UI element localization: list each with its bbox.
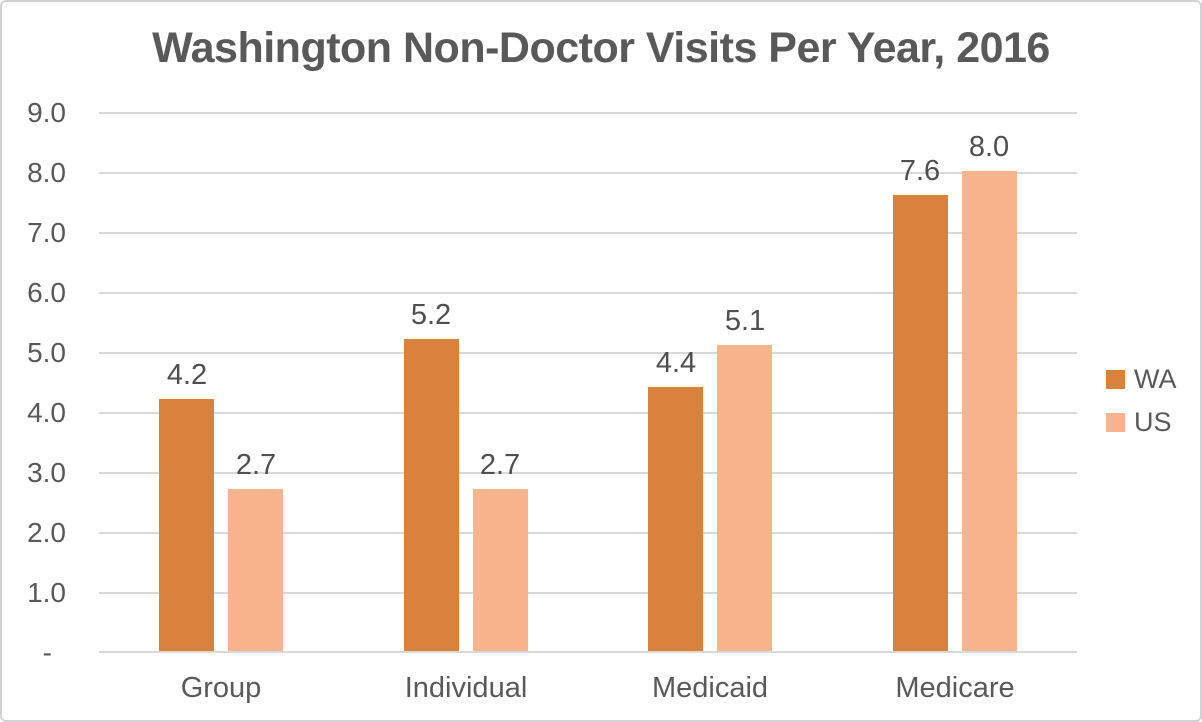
legend-swatch-us [1106,413,1125,432]
x-axis-line [99,651,1077,653]
gridline-9 [99,112,1077,114]
gridline-7 [99,232,1077,234]
bar-wa-medicaid [648,387,703,651]
y-axis-tick-label: 6.0 [27,277,66,308]
y-axis-tick-label: 5.0 [27,337,66,368]
legend-item-wa: WA [1106,366,1177,393]
plot-area: 4.2 5.2 4.4 7.6 2.7 2.7 5.1 8.0 [99,112,1077,653]
y-axis-tick-label: 2.0 [27,517,66,548]
legend-label-wa: WA [1134,364,1177,394]
legend-swatch-wa [1106,370,1125,389]
x-axis-category-label: Individual [404,672,528,704]
data-label-wa-group: 4.2 [166,359,208,391]
gridline-3 [99,472,1077,474]
chart-title: Washington Non-Doctor Visits Per Year, 2… [152,24,1050,72]
legend-label-us: US [1134,407,1172,437]
data-label-wa-individual: 5.2 [410,299,452,331]
y-axis-tick-label: - [42,637,52,668]
data-label-wa-medicare: 7.6 [899,155,941,187]
gridline-6 [99,292,1077,294]
gridline-5 [99,352,1077,354]
x-axis-category-label: Medicare [895,672,1015,704]
bar-us-medicaid [717,345,772,651]
y-axis-tick-label: 3.0 [27,457,66,488]
bar-wa-medicare [893,195,948,651]
bar-us-individual [473,489,528,651]
data-label-us-medicare: 8.0 [968,131,1010,163]
bar-wa-group [159,399,214,651]
gridline-1 [99,592,1077,594]
legend-item-us: US [1106,409,1177,436]
legend: WA US [1106,366,1177,436]
bar-wa-individual [404,339,459,651]
x-axis-category-label: Medicaid [651,672,769,704]
x-axis-category-label: Group [180,672,262,704]
y-axis-tick-label: 4.0 [27,397,66,428]
gridline-4 [99,412,1077,414]
y-axis-tick-label: 7.0 [27,217,66,248]
bar-us-group [228,489,283,651]
y-axis-tick-label: 1.0 [27,577,66,608]
gridline-2 [99,532,1077,534]
y-axis-tick-label: 9.0 [27,97,66,128]
gridline-8 [99,172,1077,174]
y-axis-tick-label: 8.0 [27,157,66,188]
bar-us-medicare [962,171,1017,651]
data-label-us-group: 2.7 [235,449,277,481]
data-label-us-medicaid: 5.1 [724,305,766,337]
data-label-wa-medicaid: 4.4 [655,347,697,379]
data-label-us-individual: 2.7 [479,449,521,481]
